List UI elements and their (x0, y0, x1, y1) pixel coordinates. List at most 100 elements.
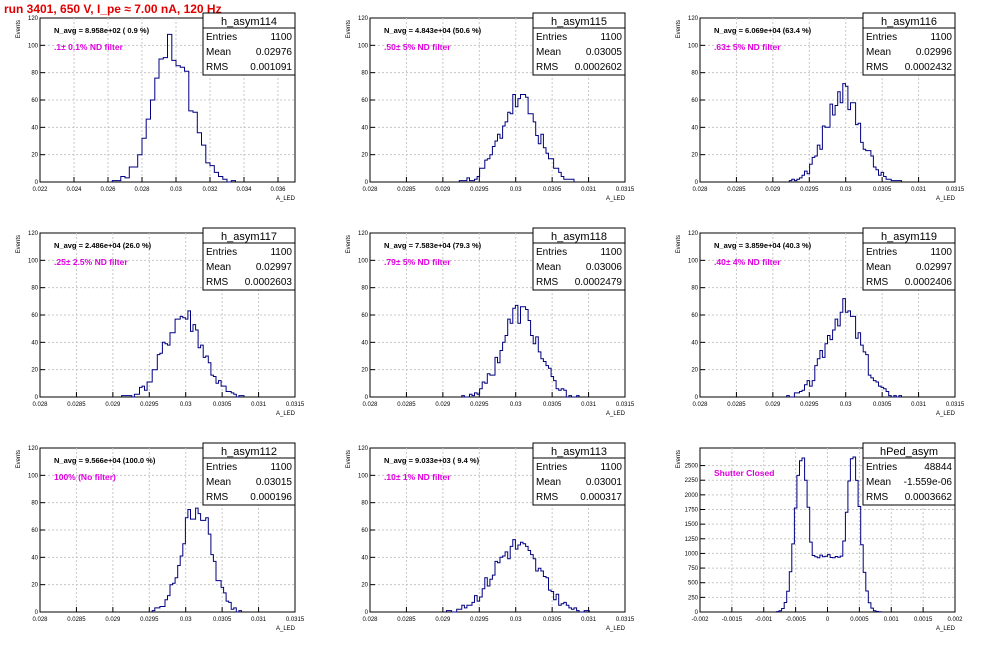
stats-box (862, 227, 956, 291)
x-tick-label: 0.0315 (286, 402, 305, 408)
x-tick-label: 0.0285 (397, 402, 416, 408)
x-tick-label: 0.036 (270, 187, 286, 193)
y-tick-label: 60 (31, 313, 38, 319)
y-tick-label: 0 (365, 180, 369, 186)
x-tick-label: 0.028 (32, 617, 48, 623)
histogram-line (111, 33, 236, 183)
x-tick-label: 0.024 (66, 187, 82, 193)
y-tick-label: 40 (361, 555, 368, 561)
y-tick-label: 80 (31, 71, 38, 77)
filter-annotation: .25± 2.5% ND filter (54, 257, 128, 267)
stats-mean-label: Mean (866, 262, 891, 273)
x-tick-label: 0.0305 (543, 402, 562, 408)
stats-entries-value: 1100 (600, 32, 622, 43)
stats-rms-value: 0.0002603 (245, 277, 293, 288)
x-axis-label: A_LED (606, 411, 626, 417)
stats-mean-label: Mean (536, 262, 561, 273)
y-axis-label: Events (676, 20, 682, 38)
x-tick-label: 0.0305 (873, 402, 892, 408)
stats-mean-label: Mean (206, 262, 231, 273)
stats-mean-value: -1.559e-06 (904, 477, 953, 488)
x-tick-label: 0.028 (362, 187, 378, 193)
stats-rms-value: 0.0002602 (575, 62, 623, 73)
histogram-pad-h_asym116: 0.028 0.0285 0.029 0.0295 0.03 0.0305 0.031 0.0… (676, 12, 965, 202)
y-tick-label: 40 (31, 555, 38, 561)
y-axis-label: Events (16, 450, 22, 468)
y-tick-label: 100 (28, 473, 39, 479)
x-tick-label: 0.029 (765, 187, 781, 193)
y-tick-label: 0 (695, 610, 699, 616)
x-tick-label: 0.029 (435, 617, 451, 623)
stats-box (202, 442, 296, 506)
x-tick-label: 0.0305 (213, 617, 232, 623)
filter-annotation: 100% (No filter) (54, 472, 116, 482)
y-tick-label: 100 (688, 258, 699, 264)
y-axis-label: Events (346, 450, 352, 468)
filter-annotation: .79± 5% ND filter (384, 257, 451, 267)
y-tick-label: 80 (691, 71, 698, 77)
histogram-name: h_asym117 (221, 231, 277, 243)
x-tick-label: 0.0295 (470, 617, 489, 623)
x-tick-label: 0.028 (32, 402, 48, 408)
histogram-name: h_asym119 (881, 231, 937, 243)
stats-entries-label: Entries (206, 32, 237, 43)
y-tick-label: 80 (361, 501, 368, 507)
stats-rms-label: RMS (206, 492, 229, 503)
stats-entries-value: 1100 (600, 247, 622, 258)
x-tick-label: 0.029 (765, 402, 781, 408)
x-tick-label: -0.001 (755, 617, 773, 623)
y-tick-label: 250 (688, 595, 699, 601)
y-tick-label: 120 (358, 16, 369, 22)
x-tick-label: 0.03 (180, 617, 192, 623)
histogram-name: h_asym112 (221, 446, 277, 458)
stats-rms-label: RMS (536, 492, 559, 503)
y-tick-label: 40 (361, 340, 368, 346)
histogram-name: h_asym118 (551, 231, 607, 243)
y-tick-label: 1000 (685, 551, 699, 557)
navg-annotation: N_avg = 4.843e+04 (50.6 %) (384, 26, 482, 35)
y-tick-label: 80 (691, 286, 698, 292)
stats-rms-value: 0.000196 (250, 492, 292, 503)
x-tick-label: -0.002 (691, 617, 709, 623)
y-tick-label: 40 (361, 125, 368, 131)
histogram-pad-h_asym119: 0.028 0.0285 0.029 0.0295 0.03 0.0305 0.031 0.0… (676, 227, 965, 417)
x-tick-label: 0.0315 (616, 187, 635, 193)
x-tick-label: 0.0305 (543, 617, 562, 623)
stats-mean-value: 0.03001 (586, 477, 623, 488)
x-tick-label: 0.029 (435, 402, 451, 408)
navg-annotation: N_avg = 7.583e+04 (79.3 %) (384, 241, 482, 250)
x-tick-label: 0.031 (581, 617, 597, 623)
histogram-line (151, 507, 242, 613)
histogram-pad-hPed_asym: -0.002 -0.0015 -0.001 -0.0005 0 0.0005 0.001 0.… (676, 442, 963, 632)
y-tick-label: 0 (365, 610, 369, 616)
stats-rms-value: 0.0002432 (905, 62, 953, 73)
stats-box (862, 12, 956, 76)
x-tick-label: 0.03 (170, 187, 182, 193)
y-axis-label: Events (16, 235, 22, 253)
y-tick-label: 0 (365, 395, 369, 401)
y-tick-label: 120 (28, 446, 39, 452)
stats-mean-value: 0.03015 (256, 477, 293, 488)
x-axis-label: A_LED (606, 196, 626, 202)
y-tick-label: 60 (361, 528, 368, 534)
stats-mean-value: 0.03006 (586, 262, 623, 273)
x-axis-label: A_LED (276, 411, 296, 417)
x-tick-label: 0.031 (251, 402, 267, 408)
filter-annotation: .50± 5% ND filter (384, 42, 451, 52)
x-tick-label: 0.0015 (914, 617, 933, 623)
y-axis-label: Events (16, 20, 22, 38)
y-tick-label: 20 (361, 153, 368, 159)
y-tick-label: 40 (31, 340, 38, 346)
x-tick-label: 0.03 (180, 402, 192, 408)
stats-entries-label: Entries (866, 462, 897, 473)
y-tick-label: 0 (35, 395, 39, 401)
x-tick-label: 0.0305 (543, 187, 562, 193)
y-tick-label: 100 (28, 258, 39, 264)
stats-entries-label: Entries (866, 247, 897, 258)
x-tick-label: 0.029 (105, 402, 121, 408)
y-tick-label: 1250 (685, 537, 699, 543)
y-axis-label: Events (346, 235, 352, 253)
y-tick-label: 500 (688, 581, 699, 587)
stats-mean-label: Mean (866, 47, 891, 58)
navg-annotation: N_avg = 6.069e+04 (63.4 %) (714, 26, 812, 35)
